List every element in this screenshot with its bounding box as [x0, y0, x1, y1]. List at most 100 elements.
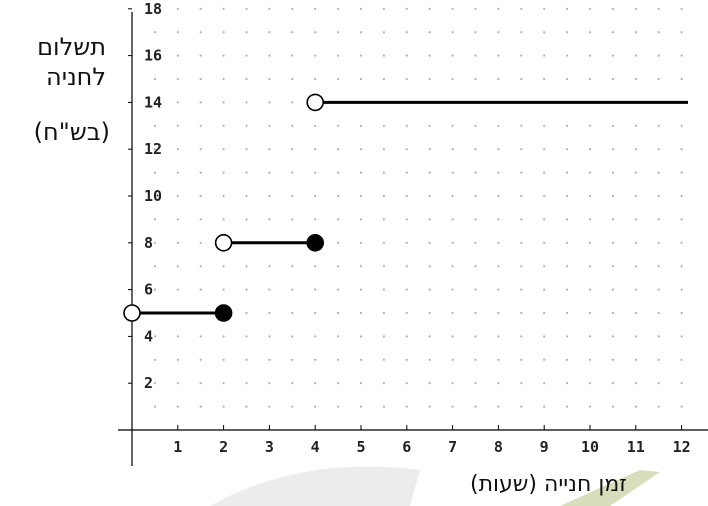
grid-dot — [199, 358, 202, 361]
grid-dot — [268, 194, 271, 198]
grid-dot — [634, 171, 637, 174]
grid-dot — [176, 335, 179, 338]
grid-dot — [611, 218, 615, 221]
grid-dot — [497, 241, 500, 244]
y-tick-label: 6 — [144, 281, 153, 299]
grid-dot — [291, 77, 294, 81]
grid-dot — [153, 101, 156, 104]
grid-dot — [291, 54, 294, 57]
x-tick-label: 3 — [265, 438, 274, 456]
grid-dot — [222, 358, 225, 361]
grid-dot — [657, 171, 660, 174]
grid-dot — [153, 7, 156, 10]
grid-dot — [176, 101, 179, 104]
grid-dot — [428, 77, 431, 81]
grid-dot — [520, 241, 523, 244]
grid-dot — [543, 77, 546, 81]
x-tick-labels: 1 2 3 4 5 6 7 8 9 10 11 12 — [173, 438, 690, 456]
y-tick-label: 14 — [144, 93, 162, 111]
grid-dot — [245, 148, 248, 151]
grid-dot — [359, 358, 363, 361]
grid-dot — [474, 31, 477, 34]
grid-dot — [680, 194, 683, 198]
grid-dot — [588, 77, 592, 81]
grid-dot — [680, 241, 683, 244]
grid-dot — [268, 101, 271, 104]
grid-dot — [566, 311, 569, 315]
grid-dot — [588, 382, 592, 385]
grid-dot — [222, 77, 225, 81]
grid-dot — [588, 335, 592, 338]
grid-dot — [451, 241, 454, 244]
grid-dot — [222, 405, 225, 408]
grid-dot — [199, 124, 202, 127]
y-tick-label: 10 — [144, 187, 162, 205]
grid-dot — [474, 218, 477, 221]
grid-dot — [337, 405, 340, 408]
grid-dot — [451, 218, 454, 221]
grid-dot — [428, 382, 431, 385]
grid-dot — [451, 358, 454, 361]
grid-dot — [451, 54, 454, 57]
grid-dot — [566, 171, 569, 174]
grid-dot — [268, 171, 271, 174]
grid-dot — [657, 288, 660, 291]
grid-dot — [428, 194, 431, 198]
grid-dot — [588, 148, 592, 151]
grid-dot — [611, 241, 615, 244]
x-tick-label: 7 — [448, 438, 457, 456]
grid-dot — [314, 77, 317, 81]
grid-dot — [245, 358, 248, 361]
grid-dot — [245, 171, 248, 174]
grid-dot — [382, 171, 385, 174]
open-endpoint — [123, 304, 141, 322]
closed-endpoint — [306, 234, 325, 252]
y-tick-label: 8 — [144, 234, 153, 252]
grid-dot — [314, 265, 317, 268]
grid-dot — [657, 265, 660, 268]
grid-dot — [520, 335, 523, 338]
grid-dot — [428, 31, 431, 34]
grid-dot — [543, 311, 546, 315]
grid-dot — [588, 194, 592, 198]
grid-dot — [359, 31, 363, 34]
closed-endpoint — [214, 304, 233, 322]
grid-dot — [588, 124, 592, 127]
grid-dot — [382, 265, 385, 268]
grid-dot — [176, 288, 179, 291]
grid-dot — [566, 241, 569, 244]
grid-dot — [245, 54, 248, 57]
grid-dot — [497, 148, 500, 151]
x-tick-label: 5 — [356, 438, 365, 456]
grid-dot — [451, 194, 454, 198]
grid-dot — [428, 405, 431, 408]
grid-dot — [268, 265, 271, 268]
grid-dot — [497, 311, 500, 315]
grid-dot — [245, 405, 248, 408]
grid-dot — [337, 77, 340, 81]
grid-dot — [634, 311, 637, 315]
grid-dot — [291, 194, 294, 198]
grid-dot — [176, 124, 179, 127]
grid-dot — [405, 31, 408, 34]
grid-dot — [359, 54, 363, 57]
grid-dot — [359, 194, 363, 198]
grid-dot — [268, 335, 271, 338]
grid-dot — [199, 382, 202, 385]
grid-dot — [199, 7, 202, 10]
grid-dot — [474, 405, 477, 408]
grid-dot — [222, 148, 225, 151]
grid-dot — [176, 358, 179, 361]
grid-dot — [337, 241, 340, 244]
grid-dot — [543, 335, 546, 338]
grid-dot — [359, 311, 363, 315]
watermark-shape — [210, 466, 660, 506]
grid-dot — [657, 7, 660, 10]
grid-dot — [520, 124, 523, 127]
grid-dot — [382, 405, 385, 408]
grid-dot — [222, 54, 225, 57]
grid-dot — [451, 335, 454, 338]
grid-dot — [291, 148, 294, 151]
grid-dot — [543, 124, 546, 127]
